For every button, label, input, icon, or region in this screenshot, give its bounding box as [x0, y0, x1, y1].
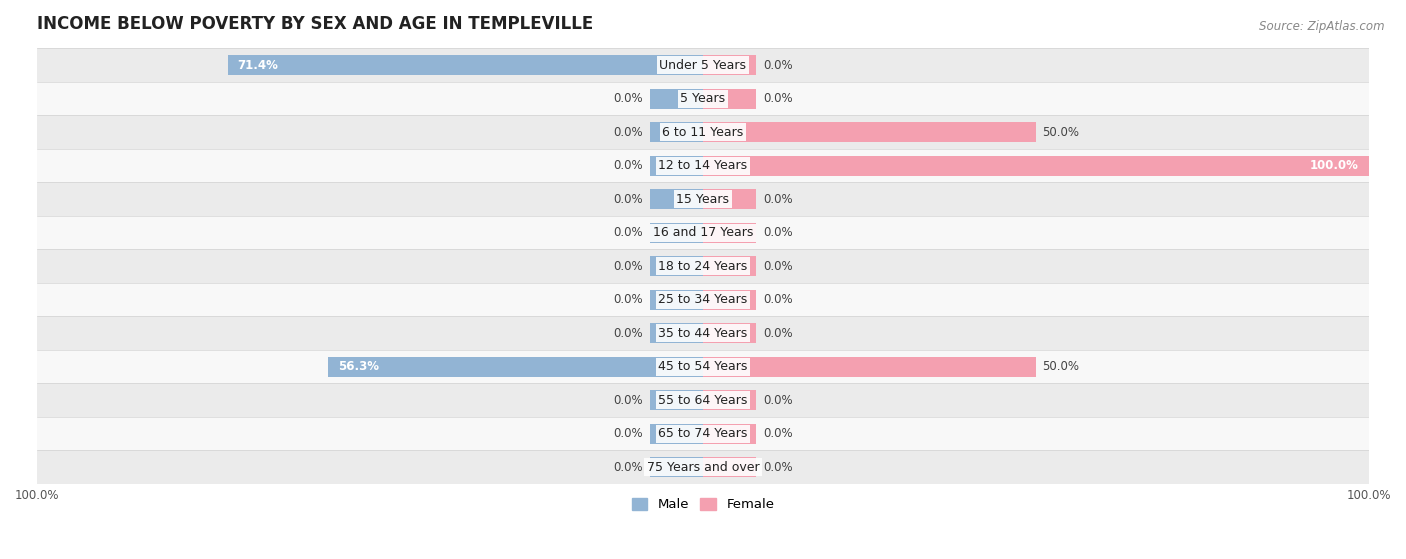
Bar — [650, 290, 703, 310]
Legend: Male, Female: Male, Female — [626, 492, 780, 517]
Text: 0.0%: 0.0% — [613, 326, 643, 340]
Bar — [650, 424, 703, 444]
Bar — [650, 323, 703, 343]
Text: 50.0%: 50.0% — [1042, 360, 1080, 373]
Bar — [650, 256, 703, 276]
Text: 0.0%: 0.0% — [613, 394, 643, 406]
Bar — [650, 222, 703, 243]
Bar — [650, 457, 703, 477]
Text: 0.0%: 0.0% — [613, 159, 643, 172]
Bar — [703, 390, 756, 410]
Text: INCOME BELOW POVERTY BY SEX AND AGE IN TEMPLEVILLE: INCOME BELOW POVERTY BY SEX AND AGE IN T… — [37, 15, 593, 33]
Bar — [703, 89, 756, 109]
Text: 0.0%: 0.0% — [613, 461, 643, 473]
Text: 71.4%: 71.4% — [238, 59, 278, 72]
Text: 0.0%: 0.0% — [613, 126, 643, 139]
Text: 0.0%: 0.0% — [763, 226, 793, 239]
Bar — [703, 290, 756, 310]
Bar — [703, 457, 756, 477]
Text: 25 to 34 Years: 25 to 34 Years — [658, 293, 748, 306]
Bar — [37, 182, 1369, 216]
Bar — [37, 451, 1369, 484]
Text: 45 to 54 Years: 45 to 54 Years — [658, 360, 748, 373]
Bar — [37, 316, 1369, 350]
Text: 0.0%: 0.0% — [613, 427, 643, 440]
Text: 0.0%: 0.0% — [763, 394, 793, 406]
Text: 0.0%: 0.0% — [763, 293, 793, 306]
Text: 0.0%: 0.0% — [763, 427, 793, 440]
Text: 0.0%: 0.0% — [763, 260, 793, 273]
Text: 56.3%: 56.3% — [339, 360, 380, 373]
Bar — [703, 323, 756, 343]
Text: Source: ZipAtlas.com: Source: ZipAtlas.com — [1260, 20, 1385, 32]
Bar — [703, 189, 756, 209]
Bar — [703, 357, 1036, 377]
Text: 0.0%: 0.0% — [613, 226, 643, 239]
Text: 50.0%: 50.0% — [1042, 126, 1080, 139]
Text: 0.0%: 0.0% — [763, 193, 793, 206]
Text: 6 to 11 Years: 6 to 11 Years — [662, 126, 744, 139]
Bar — [703, 155, 1369, 176]
Bar — [650, 390, 703, 410]
Text: 75 Years and over: 75 Years and over — [647, 461, 759, 473]
Bar — [37, 383, 1369, 417]
Bar — [328, 357, 703, 377]
Text: 0.0%: 0.0% — [613, 193, 643, 206]
Text: 0.0%: 0.0% — [763, 92, 793, 105]
Bar — [37, 249, 1369, 283]
Text: 0.0%: 0.0% — [763, 59, 793, 72]
Bar — [37, 82, 1369, 116]
Text: 0.0%: 0.0% — [613, 92, 643, 105]
Bar — [703, 256, 756, 276]
Bar — [37, 49, 1369, 82]
Text: 35 to 44 Years: 35 to 44 Years — [658, 326, 748, 340]
Text: Under 5 Years: Under 5 Years — [659, 59, 747, 72]
Bar — [650, 155, 703, 176]
Bar — [37, 283, 1369, 316]
Bar — [703, 424, 756, 444]
Bar — [703, 222, 756, 243]
Text: 0.0%: 0.0% — [613, 293, 643, 306]
Text: 12 to 14 Years: 12 to 14 Years — [658, 159, 748, 172]
Bar — [37, 417, 1369, 451]
Text: 55 to 64 Years: 55 to 64 Years — [658, 394, 748, 406]
Bar — [37, 350, 1369, 383]
Text: 0.0%: 0.0% — [613, 260, 643, 273]
Bar — [650, 89, 703, 109]
Bar — [37, 216, 1369, 249]
Text: 0.0%: 0.0% — [763, 461, 793, 473]
Text: 0.0%: 0.0% — [763, 326, 793, 340]
Bar — [37, 116, 1369, 149]
Bar — [650, 189, 703, 209]
Text: 15 Years: 15 Years — [676, 193, 730, 206]
Text: 65 to 74 Years: 65 to 74 Years — [658, 427, 748, 440]
Bar — [650, 122, 703, 142]
Bar — [37, 149, 1369, 182]
Bar — [703, 122, 1036, 142]
Text: 100.0%: 100.0% — [1310, 159, 1358, 172]
Text: 16 and 17 Years: 16 and 17 Years — [652, 226, 754, 239]
Text: 18 to 24 Years: 18 to 24 Years — [658, 260, 748, 273]
Bar — [703, 55, 756, 75]
Bar — [228, 55, 703, 75]
Text: 5 Years: 5 Years — [681, 92, 725, 105]
